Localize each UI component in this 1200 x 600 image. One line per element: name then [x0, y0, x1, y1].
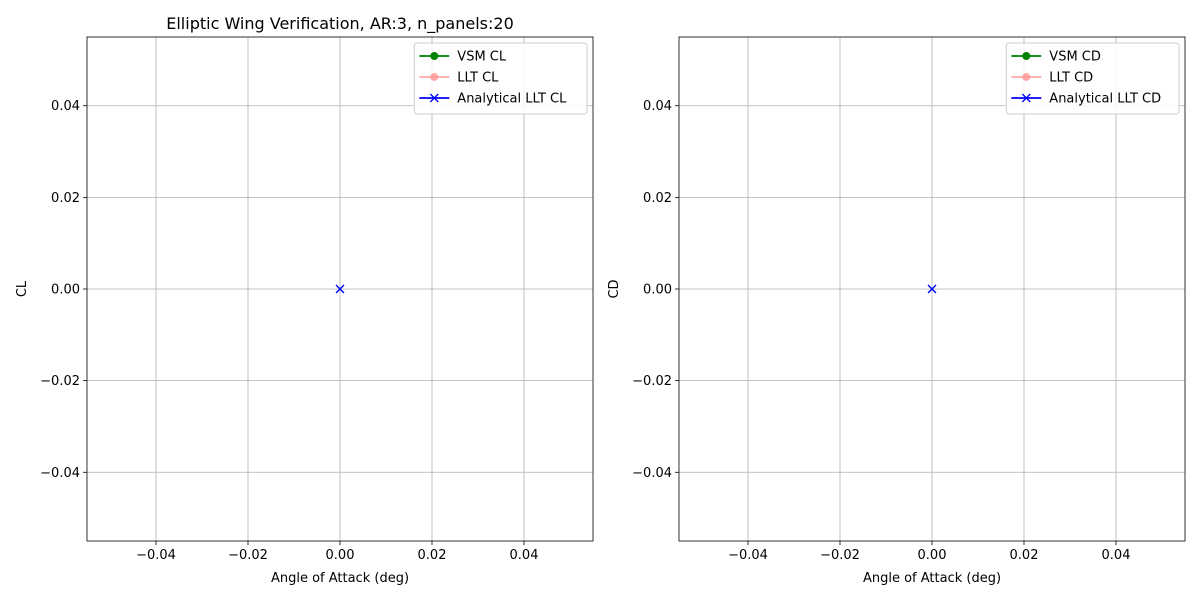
chart-1: −0.04 −0.02 0.00 0.02 0.04 −0.04 −0.02 0.00 0.02… — [15, 14, 594, 586]
x-tick-label: −0.02 — [820, 548, 860, 563]
chart-2: −0.04 −0.02 0.00 0.02 0.04 −0.04 −0.02 0.00 0.02… — [607, 36, 1186, 586]
y-tick-label: −0.04 — [40, 466, 80, 481]
legend-item: VSM CD — [1011, 50, 1101, 65]
legend-marker — [430, 73, 439, 81]
y-tick-label: −0.02 — [40, 374, 80, 389]
y-tick-label: −0.04 — [632, 466, 672, 481]
x-tick-label: −0.04 — [136, 548, 176, 563]
legend-item: Analytical LLT CD — [1011, 92, 1161, 107]
legend-label: Analytical LLT CD — [1049, 92, 1161, 107]
x-tick-label: −0.04 — [728, 548, 768, 563]
data-point — [927, 284, 937, 294]
marker-x-stroke — [927, 284, 937, 294]
chart-title: Elliptic Wing Verification, AR:3, n_pane… — [166, 14, 514, 34]
x-tick-label: 0.04 — [510, 548, 539, 563]
x-axis-label: Angle of Attack (deg) — [863, 571, 1001, 586]
x-tick-label: 0.04 — [1102, 548, 1131, 563]
legend-item: LLT CL — [419, 71, 499, 86]
y-axis-label: CL — [15, 280, 30, 297]
legend-label: LLT CL — [457, 71, 499, 86]
data-point — [335, 284, 345, 294]
x-axis-label: Angle of Attack (deg) — [271, 571, 409, 586]
legend-marker — [430, 52, 439, 60]
legend-box — [1005, 42, 1180, 115]
legend-item: Analytical LLT CL — [419, 92, 567, 107]
y-tick-label: 0.00 — [643, 283, 672, 298]
y-axis-label: CD — [607, 279, 622, 298]
legend-item: LLT CD — [1011, 71, 1093, 86]
y-tick-label: 0.02 — [51, 191, 80, 206]
legend-marker-x — [1021, 93, 1031, 103]
legend-label: VSM CD — [1049, 50, 1101, 65]
x-tick-label: 0.02 — [418, 548, 447, 563]
legend-item: VSM CL — [419, 50, 507, 65]
legend-box — [413, 42, 588, 115]
legend: VSM CD LLT CD Analytical LLT CD — [1005, 42, 1180, 115]
legend-marker — [1022, 52, 1031, 60]
legend-label: LLT CD — [1049, 71, 1093, 86]
y-tick-label: 0.02 — [643, 191, 672, 206]
marker-x-stroke — [335, 284, 345, 294]
legend: VSM CL LLT CL Analytical LLT CL — [413, 42, 588, 115]
x-tick-label: 0.00 — [918, 548, 947, 563]
y-tick-label: −0.02 — [632, 374, 672, 389]
legend-label: VSM CL — [457, 50, 507, 65]
legend-label: Analytical LLT CL — [457, 92, 567, 107]
y-tick-label: 0.04 — [643, 99, 672, 114]
y-tick-label: 0.00 — [51, 283, 80, 298]
legend-marker — [1022, 73, 1031, 81]
y-tick-label: 0.04 — [51, 99, 80, 114]
x-tick-label: 0.02 — [1010, 548, 1039, 563]
x-tick-label: −0.02 — [228, 548, 268, 563]
x-tick-label: 0.00 — [326, 548, 355, 563]
legend-marker-x — [429, 93, 439, 103]
